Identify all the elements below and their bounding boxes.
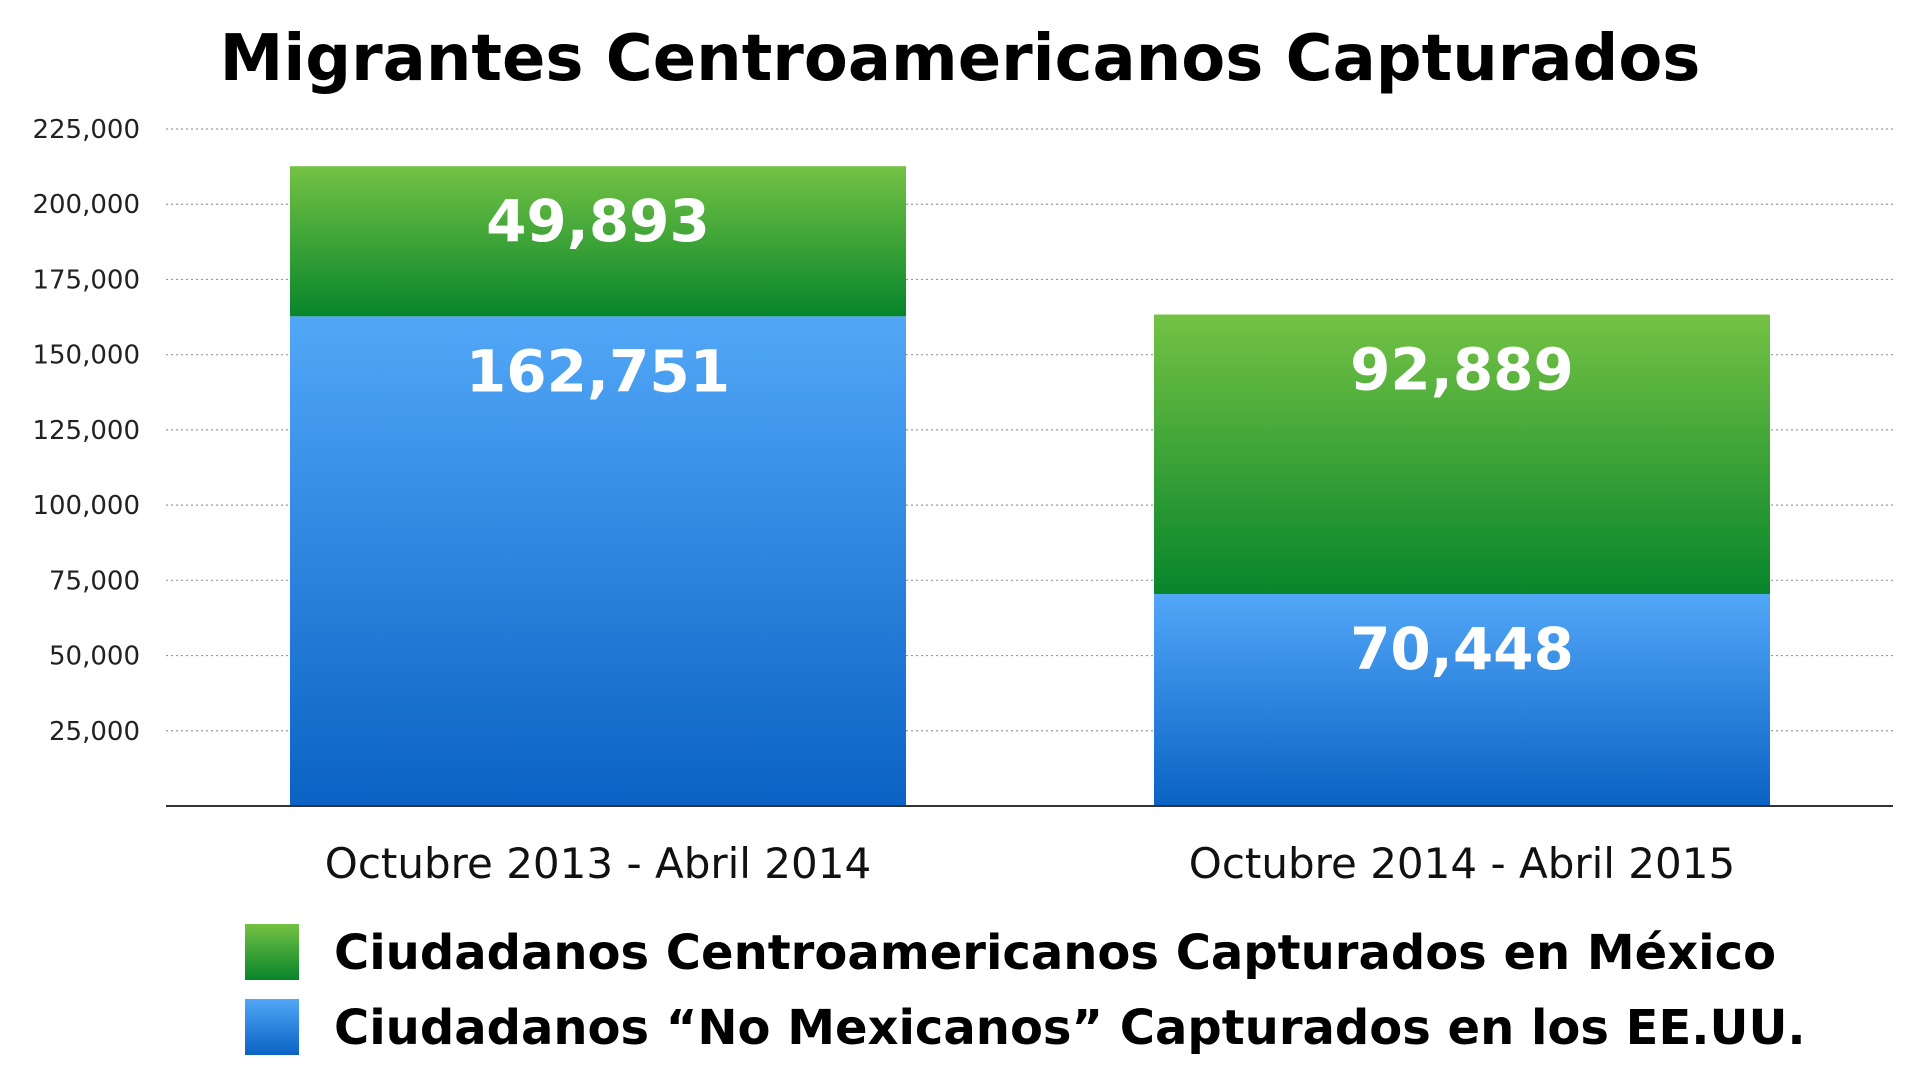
y-tick-label: 100,000 bbox=[32, 491, 140, 521]
x-category-label: Octubre 2014 - Abril 2015 bbox=[1189, 839, 1735, 888]
legend-label: Ciudadanos “No Mexicanos” Capturados en … bbox=[334, 1000, 1806, 1056]
y-tick-label: 150,000 bbox=[32, 341, 140, 371]
legend-swatch bbox=[245, 999, 299, 1055]
legend-label: Ciudadanos Centroamericanos Capturados e… bbox=[334, 925, 1776, 981]
y-tick-label: 25,000 bbox=[49, 717, 140, 747]
y-tick-label: 50,000 bbox=[49, 642, 140, 672]
x-axis-categories: Octubre 2013 - Abril 2014 Octubre 2014 - … bbox=[325, 839, 1735, 888]
legend: Ciudadanos Centroamericanos Capturados e… bbox=[245, 924, 1806, 1056]
y-tick-label: 175,000 bbox=[32, 265, 140, 295]
x-category-label: Octubre 2013 - Abril 2014 bbox=[325, 839, 871, 888]
data-label: 162,751 bbox=[466, 337, 730, 405]
y-tick-label: 125,000 bbox=[32, 416, 140, 446]
legend-swatch bbox=[245, 924, 299, 980]
data-labels: 162,751 49,893 70,448 92,889 bbox=[466, 187, 1574, 683]
bars bbox=[290, 166, 1770, 806]
bar-segment bbox=[1154, 314, 1770, 595]
data-label: 49,893 bbox=[486, 187, 710, 255]
bar-segment bbox=[290, 166, 906, 317]
y-tick-label: 75,000 bbox=[49, 566, 140, 596]
y-tick-label: 200,000 bbox=[32, 190, 140, 220]
y-tick-label: 225,000 bbox=[32, 115, 140, 145]
data-label: 70,448 bbox=[1350, 615, 1574, 683]
chart-title: Migrantes Centroamericanos Capturados bbox=[220, 22, 1701, 96]
data-label: 92,889 bbox=[1350, 336, 1574, 404]
bar-segment bbox=[1154, 594, 1770, 806]
y-axis-ticks: 25,000 50,000 75,000 100,000 125,000 150,000 1… bbox=[32, 115, 140, 747]
bar-segment bbox=[290, 316, 906, 806]
